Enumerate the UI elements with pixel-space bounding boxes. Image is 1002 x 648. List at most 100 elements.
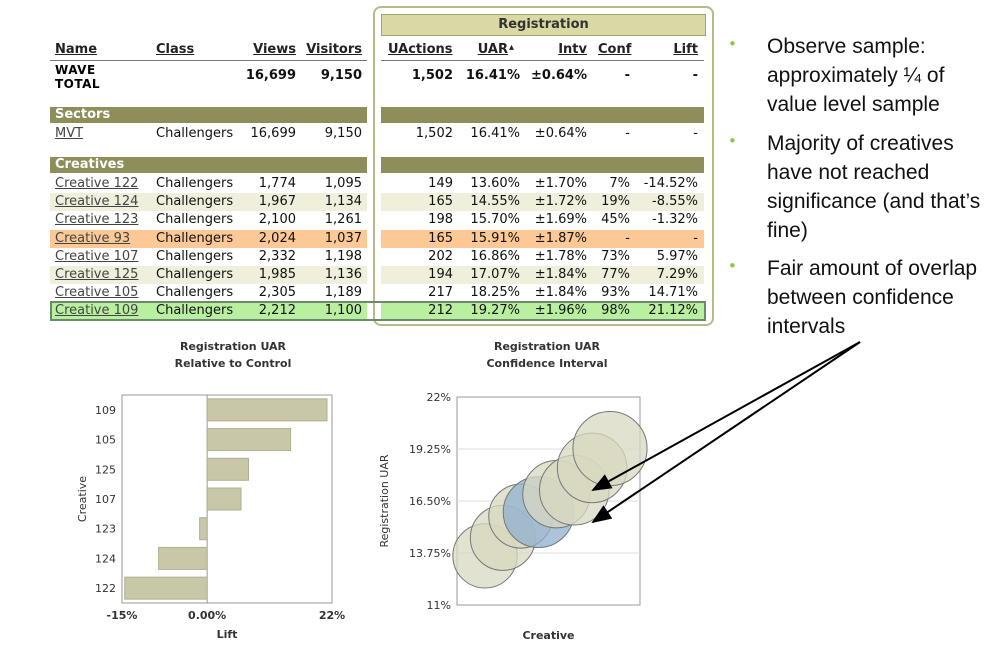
creative-conf-cell: 98% — [601, 303, 630, 319]
creative-conf-cell: - — [625, 230, 630, 246]
sector-views: 16,699 — [250, 126, 297, 141]
creative-link[interactable]: Creative 105 — [55, 285, 139, 301]
registration-group-header: Registration — [381, 14, 706, 36]
lift-bar — [206, 487, 242, 511]
creative-link[interactable]: Creative 123 — [55, 212, 139, 228]
creative-uactions-cell: 165 — [428, 230, 453, 246]
creative-class-cell: Challengers — [156, 176, 234, 191]
sectors-section-bar: Sectors — [50, 107, 367, 123]
creative-uar-cell: 15.70% — [470, 212, 520, 228]
header-lift[interactable]: Lift — [673, 42, 698, 57]
header-intv[interactable]: Intv — [558, 42, 587, 57]
creative-views-cell: 1,985 — [258, 267, 296, 282]
total-views: 16,699 — [245, 68, 296, 83]
sort-arrow-icon: ▴ — [509, 42, 515, 53]
sector-uactions: 1,502 — [415, 126, 453, 141]
row-band — [50, 266, 367, 284]
creative-intv-cell: ±1.78% — [534, 248, 587, 264]
creative-intv-cell: ±1.87% — [534, 230, 587, 246]
creative-link[interactable]: Creative 122 — [55, 176, 139, 191]
lift-bar — [206, 457, 250, 481]
header-divider-right — [381, 60, 704, 61]
creative-uar-cell: 14.55% — [470, 194, 520, 210]
header-name[interactable]: Name — [55, 42, 98, 57]
x-axis-label: Creative — [522, 629, 574, 640]
lift-bar-chart: 109 105 125 107 123 124 122 -15% 0.00% 22% Lift Cre… — [76, 394, 345, 640]
creative-link[interactable]: Creative 124 — [55, 194, 139, 210]
creative-visitors-cell: 1,261 — [324, 212, 362, 228]
bullet-2-text: Majority of creatives have not reached s… — [767, 132, 981, 242]
row-band — [381, 266, 704, 284]
x-axis-label: Lift — [217, 628, 238, 640]
creative-lift-cell: -8.55% — [652, 194, 698, 210]
header-divider-left — [50, 60, 367, 61]
creatives-label: Creatives — [55, 157, 125, 172]
creative-class-cell: Challengers — [156, 303, 234, 319]
creative-intv-cell: ±1.70% — [534, 176, 587, 191]
creative-class-cell: Challengers — [156, 285, 234, 301]
sectors-section-bar-right — [381, 107, 704, 123]
y-axis-label: Creative — [76, 476, 89, 522]
creative-lift-cell: -14.52% — [643, 176, 698, 191]
creative-link[interactable]: Creative 107 — [55, 248, 139, 264]
y-tick-label: 22% — [427, 391, 451, 404]
header-class[interactable]: Class — [156, 42, 195, 57]
creative-class-cell: Challengers — [156, 267, 234, 282]
creative-intv-cell: ±1.84% — [534, 285, 587, 301]
row-band — [381, 302, 704, 321]
creative-uar-cell: 15.91% — [470, 230, 520, 246]
creative-uactions-cell: 202 — [428, 248, 453, 264]
y-axis-label: Registration UAR — [378, 454, 391, 547]
x-tick-label: 22% — [319, 609, 345, 622]
header-conf[interactable]: Conf — [598, 42, 632, 57]
row-band — [50, 302, 367, 321]
header-views[interactable]: Views — [253, 42, 296, 57]
creative-link[interactable]: Creative 93 — [55, 230, 131, 246]
lift-bar — [199, 517, 208, 541]
confidence-interval-chart: 11% 13.75% 16.50% 19.25% 22% Creative Registra… — [378, 391, 648, 640]
creative-uactions-cell: 198 — [428, 212, 453, 228]
creative-uar-cell: 16.86% — [470, 248, 520, 264]
creative-views-cell: 2,332 — [258, 248, 296, 264]
creative-uactions-cell: 217 — [428, 285, 453, 301]
creative-views-cell: 1,967 — [258, 194, 296, 210]
registration-group-box — [373, 6, 714, 326]
creative-link[interactable]: Creative 109 — [55, 303, 139, 319]
lift-bar — [206, 428, 292, 452]
creative-lift-cell: -1.32% — [652, 212, 698, 228]
creative-uactions-cell: 212 — [428, 303, 453, 319]
x-tick-label: -15% — [107, 609, 138, 622]
bullet-2-marker: • — [728, 132, 737, 150]
creative-views-cell: 1,774 — [258, 176, 296, 191]
lift-chart-title: Registration UAR Relative to Control — [174, 340, 292, 370]
total-conf: - — [624, 68, 630, 83]
creative-views-cell: 2,305 — [258, 285, 296, 301]
y-tick-label: 11% — [427, 599, 451, 612]
y-tick-label: 19.25% — [409, 443, 451, 456]
creative-lift-cell: 14.71% — [648, 285, 698, 301]
creative-uactions-cell: 194 — [428, 267, 453, 282]
confidence-bubble — [572, 411, 648, 487]
creative-link[interactable]: Creative 125 — [55, 267, 139, 282]
header-visitors[interactable]: Visitors — [306, 42, 362, 57]
header-uar[interactable]: UAR — [477, 42, 508, 57]
x-tick-label: 0.00% — [188, 609, 226, 622]
creative-uar-cell: 13.60% — [470, 176, 520, 191]
creative-intv-cell: ±1.69% — [534, 212, 587, 228]
creative-class-cell: Challengers — [156, 230, 234, 246]
header-uactions[interactable]: UActions — [388, 42, 453, 57]
bullet-1-marker: • — [728, 35, 737, 53]
creatives-section-bar-right — [381, 157, 704, 173]
sector-mvt-link[interactable]: MVT — [55, 126, 84, 141]
creative-class-cell: Challengers — [156, 194, 234, 210]
creative-conf-cell: 7% — [609, 176, 630, 191]
creative-uar-cell: 18.25% — [470, 285, 520, 301]
row-band — [381, 229, 704, 248]
creative-conf-cell: 19% — [601, 194, 630, 210]
creative-visitors-cell: 1,198 — [324, 248, 362, 264]
creative-visitors-cell: 1,189 — [324, 285, 362, 301]
total-lift: - — [692, 68, 698, 83]
total-label: WAVE TOTAL — [55, 63, 101, 91]
creative-conf-cell: 73% — [601, 248, 630, 264]
creative-uar-cell: 17.07% — [470, 267, 520, 282]
